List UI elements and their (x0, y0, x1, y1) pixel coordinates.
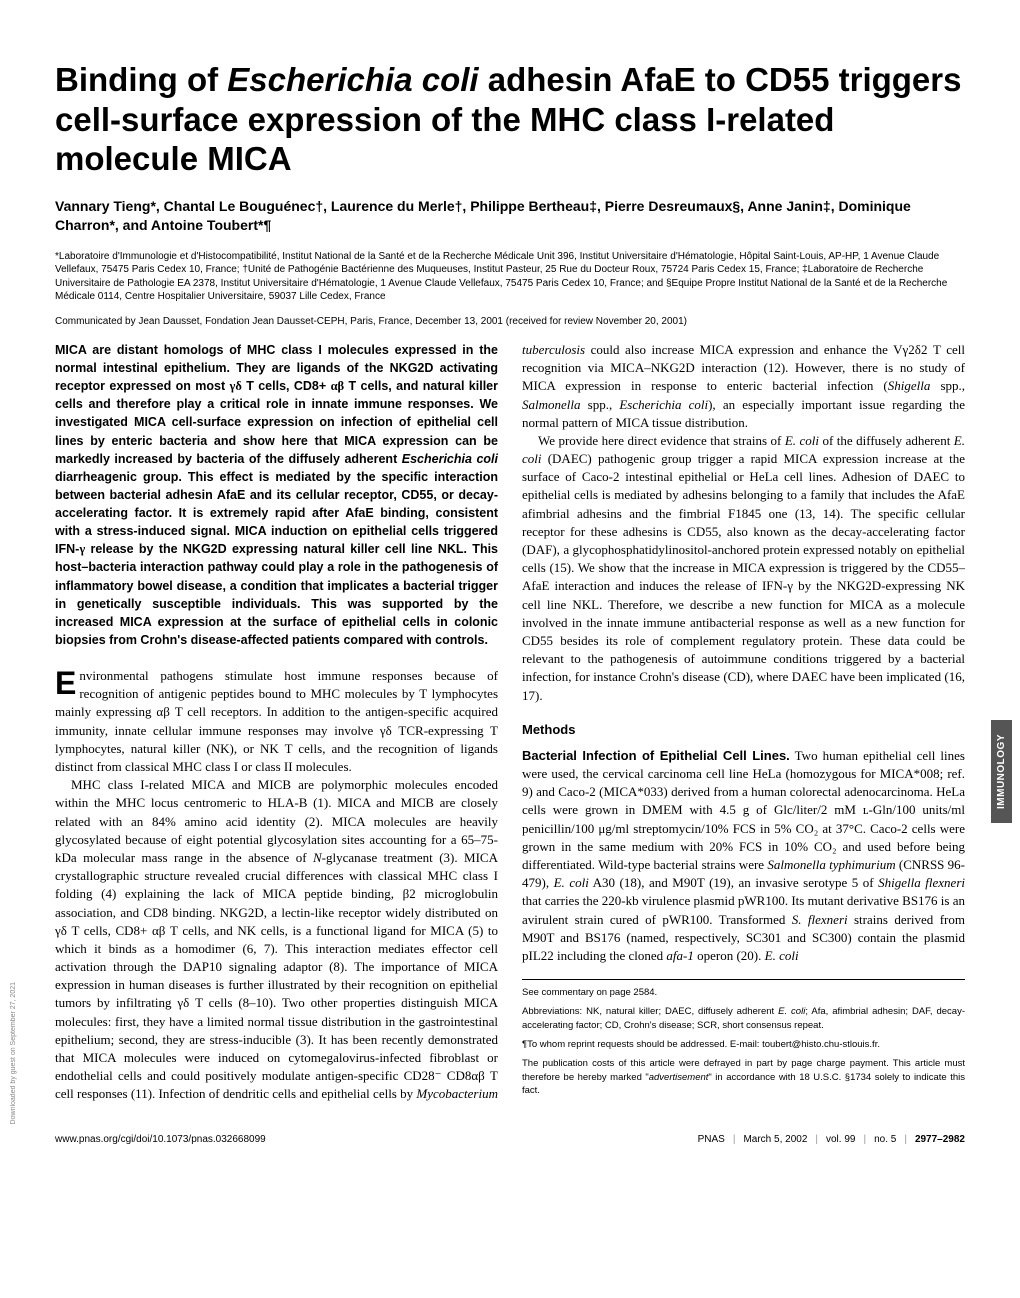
footer-right: PNAS|March 5, 2002|vol. 99|no. 5|2977–29… (698, 1134, 965, 1145)
article-body: MICA are distant homologs of MHC class I… (55, 341, 965, 1104)
intro-para-3: We provide here direct evidence that str… (522, 432, 965, 705)
methods-para-1: Bacterial Infection of Epithelial Cell L… (522, 747, 965, 965)
download-note: Downloaded by guest on September 27, 202… (10, 982, 17, 1124)
side-tab-immunology: IMMUNOLOGY (991, 720, 1012, 823)
footnote-abbrev: Abbreviations: NK, natural killer; DAEC,… (522, 1005, 965, 1032)
page-footer: www.pnas.org/cgi/doi/10.1073/pnas.032668… (55, 1134, 965, 1145)
footnote-commentary: See commentary on page 2584. (522, 986, 965, 999)
article-title: Binding of Escherichia coli adhesin AfaE… (55, 60, 965, 179)
abstract: MICA are distant homologs of MHC class I… (55, 341, 498, 649)
footnote-correspondence: ¶To whom reprint requests should be addr… (522, 1038, 965, 1051)
authors-list: Vannary Tieng*, Chantal Le Bouguénec†, L… (55, 197, 965, 236)
intro-para-1: Environmental pathogens stimulate host i… (55, 667, 498, 776)
footnotes: See commentary on page 2584. Abbreviatio… (522, 979, 965, 1097)
affiliations: *Laboratoire d'Immunologie et d'Histocom… (55, 250, 965, 304)
communicated-by: Communicated by Jean Dausset, Fondation … (55, 316, 965, 327)
footnote-publication: The publication costs of this article we… (522, 1057, 965, 1097)
methods-heading: Methods (522, 721, 965, 739)
footer-left: www.pnas.org/cgi/doi/10.1073/pnas.032668… (55, 1134, 266, 1145)
